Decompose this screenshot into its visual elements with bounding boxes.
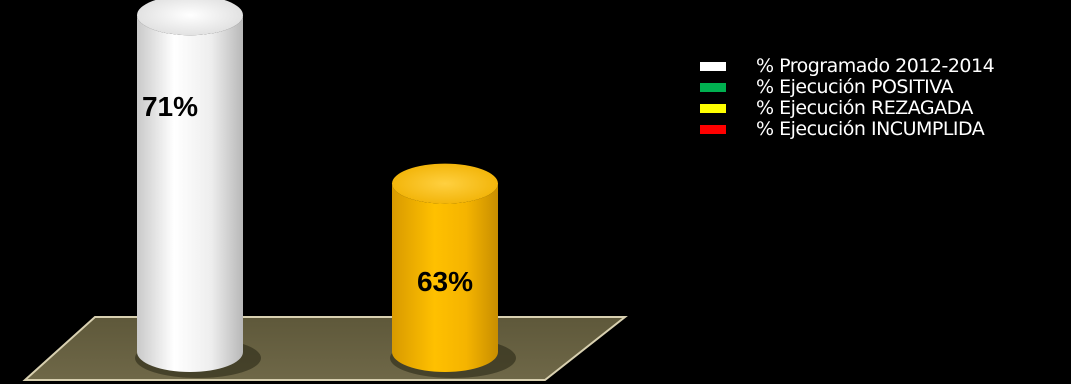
legend-swatch xyxy=(700,83,726,92)
bar-top xyxy=(392,163,498,204)
legend-swatch xyxy=(700,62,726,71)
legend-label: % Ejecución INCUMPLIDA xyxy=(756,118,985,140)
legend-swatch xyxy=(700,125,726,134)
legend-item: % Ejecución POSITIVA xyxy=(700,77,1065,98)
legend-label: % Ejecución POSITIVA xyxy=(756,76,954,98)
legend-item: % Ejecución INCUMPLIDA xyxy=(700,119,1065,140)
legend: % Programado 2012-2014% Ejecución POSITI… xyxy=(700,56,1065,140)
bar-labels-group: 71% 63% xyxy=(142,91,473,297)
legend-swatch xyxy=(700,104,726,113)
legend-item: % Ejecución REZAGADA xyxy=(700,98,1065,119)
legend-label: % Ejecución REZAGADA xyxy=(756,97,973,119)
bar-value-label: 71% xyxy=(142,91,198,122)
legend-item: % Programado 2012-2014 xyxy=(700,56,1065,77)
bars-group xyxy=(135,0,516,378)
bar xyxy=(137,15,243,372)
chart-floor xyxy=(22,316,628,381)
legend-label: % Programado 2012-2014 xyxy=(756,55,995,77)
bar xyxy=(392,183,498,372)
bar-top xyxy=(137,0,243,36)
bar-value-label: 63% xyxy=(417,266,473,297)
